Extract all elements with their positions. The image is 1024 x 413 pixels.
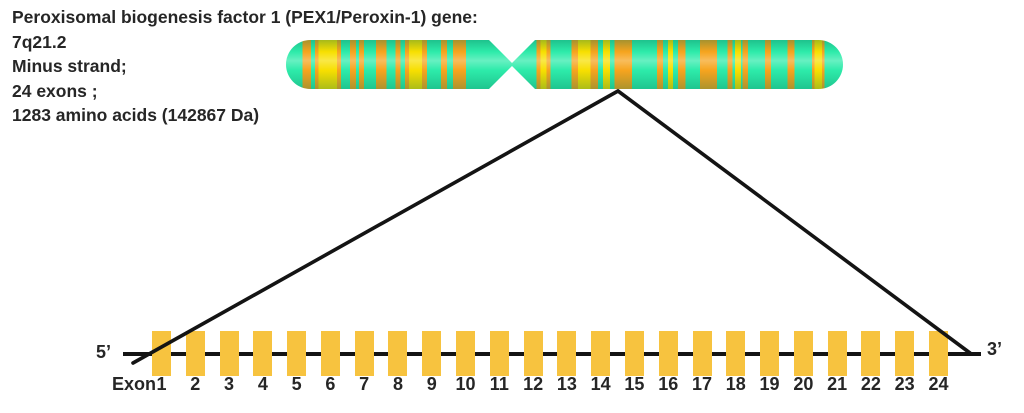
centromere-pinch-bottom (489, 66, 536, 89)
exon-label: 15 (624, 374, 645, 394)
exon-label: 19 (759, 374, 780, 394)
exon-label: 4 (257, 374, 268, 394)
exon-box (320, 331, 340, 376)
exon-box (185, 331, 205, 376)
exon-label: 9 (426, 374, 437, 394)
exon-box (760, 331, 780, 376)
chromosome-bands (286, 40, 843, 89)
exon-label: 8 (392, 374, 403, 394)
locus-connector-right-line (616, 89, 972, 355)
exon-box (861, 331, 881, 376)
exon-label: 6 (325, 374, 336, 394)
three-prime-label: 3’ (987, 339, 1003, 359)
exon-box (489, 331, 509, 376)
exon-label: 20 (793, 374, 814, 394)
gene-title: Peroxisomal biogenesis factor 1 (PEX1/Pe… (12, 7, 478, 27)
exon-box (692, 331, 712, 376)
exon-box (354, 331, 374, 376)
exon-label-row: 1 2 3 4 5 6 7 8 9 10 11 12 13 14 15 16 17 18 19 20 21 22 23 24 (152, 374, 948, 395)
exon-box (219, 331, 239, 376)
chromosome-ideogram (286, 40, 843, 89)
exon-box (287, 331, 307, 376)
exon-box (422, 331, 442, 376)
gene-locus: 7q21.2 (12, 31, 67, 52)
exon-box (152, 331, 171, 376)
exon-box (253, 331, 273, 376)
exon-label: 7 (359, 374, 370, 394)
exon-box (456, 331, 476, 376)
centromere-pinch-top (489, 40, 536, 63)
exon-label: 17 (691, 374, 713, 394)
exon-label: 10 (455, 374, 476, 394)
exon-label: 22 (860, 374, 881, 394)
exon-box (928, 331, 948, 376)
exon-track (152, 331, 948, 376)
chromosome-shading (286, 40, 843, 89)
gene-strand: Minus strand; (12, 56, 127, 76)
exon-label: 18 (725, 374, 746, 394)
exon-box (591, 331, 611, 376)
exon-box (658, 331, 678, 376)
exon-label: 12 (523, 374, 544, 394)
exon-box (388, 331, 408, 376)
exon-box (624, 331, 644, 376)
exon-label: 13 (556, 374, 577, 394)
gene-info-block: Peroxisomal biogenesis factor 1 (PEX1/Pe… (12, 5, 478, 128)
exon-label: 3 (224, 374, 235, 394)
gene-exon-count: 24 exons ; (12, 80, 98, 101)
exon-label: 23 (894, 374, 915, 394)
exon-box (895, 331, 915, 376)
exon-box (557, 331, 577, 376)
locus-connector-left-line (131, 89, 620, 365)
exon-label: 24 (928, 374, 949, 394)
exon-label: 21 (827, 374, 848, 394)
gene-protein-size: 1283 amino acids (142867 Da) (12, 105, 260, 125)
exon-label: 5 (291, 374, 302, 394)
exon-label: 16 (658, 374, 679, 394)
exon-label: 1 (156, 374, 167, 394)
exon-label: 2 (190, 374, 201, 394)
five-prime-label: 5’ (96, 342, 112, 362)
exon-box (726, 331, 746, 376)
exon-box (523, 331, 543, 376)
exon-label: 14 (590, 374, 611, 394)
exon-prefix-label: Exon (112, 374, 157, 394)
exon-box (827, 331, 847, 376)
exon-label: 11 (489, 374, 509, 394)
exon-box (793, 331, 813, 376)
